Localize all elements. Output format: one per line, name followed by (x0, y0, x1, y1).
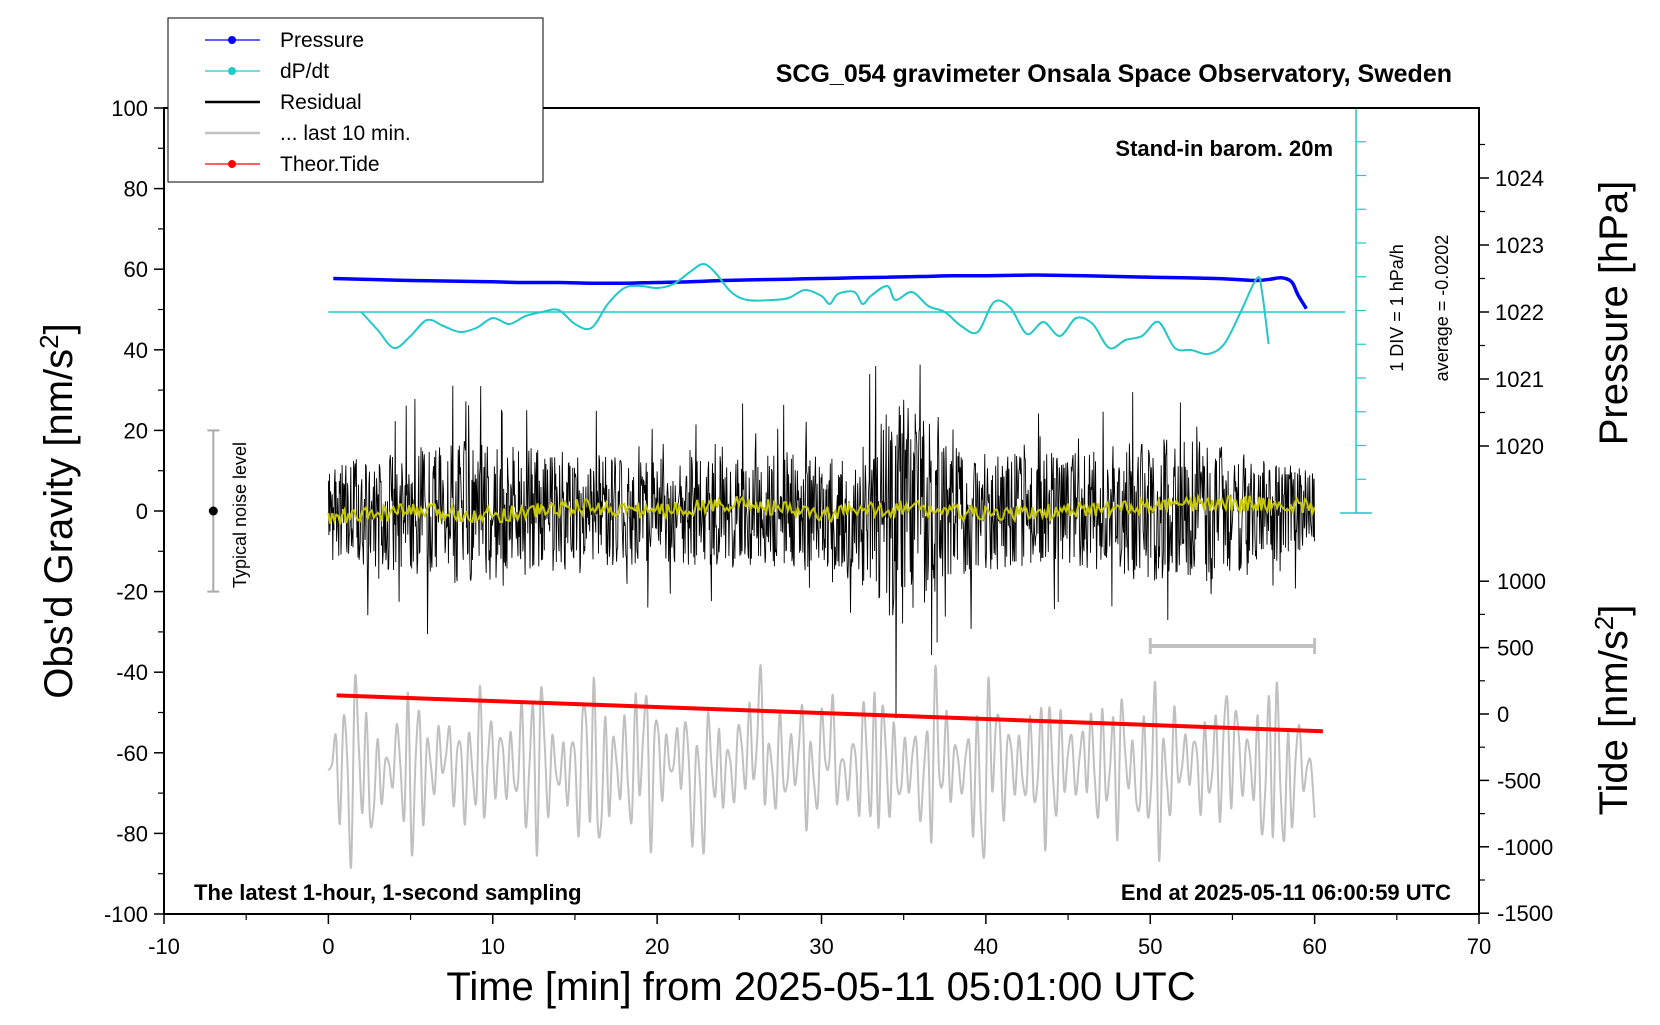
tide-tick-label: 1000 (1497, 569, 1546, 594)
y-tick-label: -100 (104, 902, 148, 927)
legend: Pressure dP/dt Residual ... last 10 min. The… (167, 17, 544, 183)
y-tick-label: -40 (116, 660, 148, 685)
legend-label: ... last 10 min. (280, 122, 411, 145)
y-tick-label: 60 (124, 257, 148, 282)
tide-tick-label: -1500 (1497, 901, 1553, 926)
legend-label: Residual (280, 91, 362, 114)
x-tick-label: 40 (974, 934, 998, 959)
legend-marker (228, 67, 236, 75)
tide-axis-label: Tide [nm/s2] (1589, 605, 1636, 816)
tide-axis-label-close: ] (1592, 605, 1636, 616)
y-tick-label: -60 (116, 741, 148, 766)
y-tick-label: 40 (124, 338, 148, 363)
theor-tide-line (336, 693, 1323, 734)
y-axis-label-close: ] (37, 323, 81, 334)
pressure-line (333, 273, 1308, 310)
legend-marker (228, 160, 236, 168)
residual-smoothed-line (327, 493, 1316, 525)
y-axis-label: Obs'd Gravity [nm/s2] (34, 323, 81, 699)
y-tick-label: -80 (116, 821, 148, 846)
y-tick-label: 100 (111, 96, 148, 121)
legend-box (167, 17, 544, 183)
tide-tick-label: -500 (1497, 768, 1541, 793)
tide-axis-label-sup: 2 (1589, 616, 1619, 630)
series-layer (207, 107, 1372, 869)
x-tick-label: 20 (645, 934, 669, 959)
legend-label: Theor.Tide (280, 153, 380, 176)
noise-bar-center-dot (208, 506, 218, 516)
pressure-tick-label: 1023 (1495, 233, 1544, 258)
x-tick-label: 60 (1302, 934, 1326, 959)
tide-tick-label: 0 (1497, 702, 1509, 727)
barometer-note: Stand-in barom. 20m (1115, 136, 1333, 161)
legend-label: dP/dt (280, 60, 329, 83)
noise-note: Typical noise level (230, 442, 250, 588)
y-tick-label: 20 (124, 418, 148, 443)
x-tick-label: -10 (148, 934, 180, 959)
latest-note: The latest 1-hour, 1-second sampling (194, 880, 582, 905)
chart-title: SCG_054 gravimeter Onsala Space Observat… (776, 60, 1452, 88)
average-note: average = -0.0202 (1432, 235, 1452, 382)
pressure-axis-label: Pressure [hPa] (1592, 181, 1636, 446)
x-tick-label: 50 (1138, 934, 1162, 959)
end-note: End at 2025-05-11 06:00:59 UTC (1121, 880, 1451, 905)
y-tick-label: 80 (124, 177, 148, 202)
y-axis-label-text: Obs'd Gravity [nm/s (37, 349, 81, 699)
x-tick-label: 10 (481, 934, 505, 959)
axes-layer: -10 0 10 20 30 40 50 60 70-100-80-60-40-20020406… (104, 96, 1553, 959)
y-axis-label-sup: 2 (34, 334, 64, 348)
dpdt-line (360, 262, 1270, 356)
pressure-tick-label: 1022 (1495, 300, 1544, 325)
residual-line (327, 364, 1316, 719)
tide-axis-label-text: Tide [nm/s (1592, 630, 1636, 815)
y-tick-label: -20 (116, 580, 148, 605)
div-note: 1 DIV = 1 hPa/h (1387, 244, 1407, 372)
x-tick-label: 30 (809, 934, 833, 959)
pressure-tick-label: 1024 (1495, 166, 1544, 191)
legend-marker (228, 36, 236, 44)
x-tick-label: 0 (322, 934, 334, 959)
pressure-tick-label: 1021 (1495, 367, 1544, 392)
x-axis-label: Time [min] from 2025-05-11 05:01:00 UTC (446, 965, 1195, 1009)
legend-label: Pressure (280, 29, 364, 52)
pressure-tick-label: 1020 (1495, 434, 1544, 459)
tide-tick-label: 500 (1497, 636, 1534, 661)
y-tick-label: 0 (136, 499, 148, 524)
tide-tick-label: -1000 (1497, 835, 1553, 860)
last-10-min-line (327, 664, 1316, 869)
x-tick-label: 70 (1467, 934, 1491, 959)
